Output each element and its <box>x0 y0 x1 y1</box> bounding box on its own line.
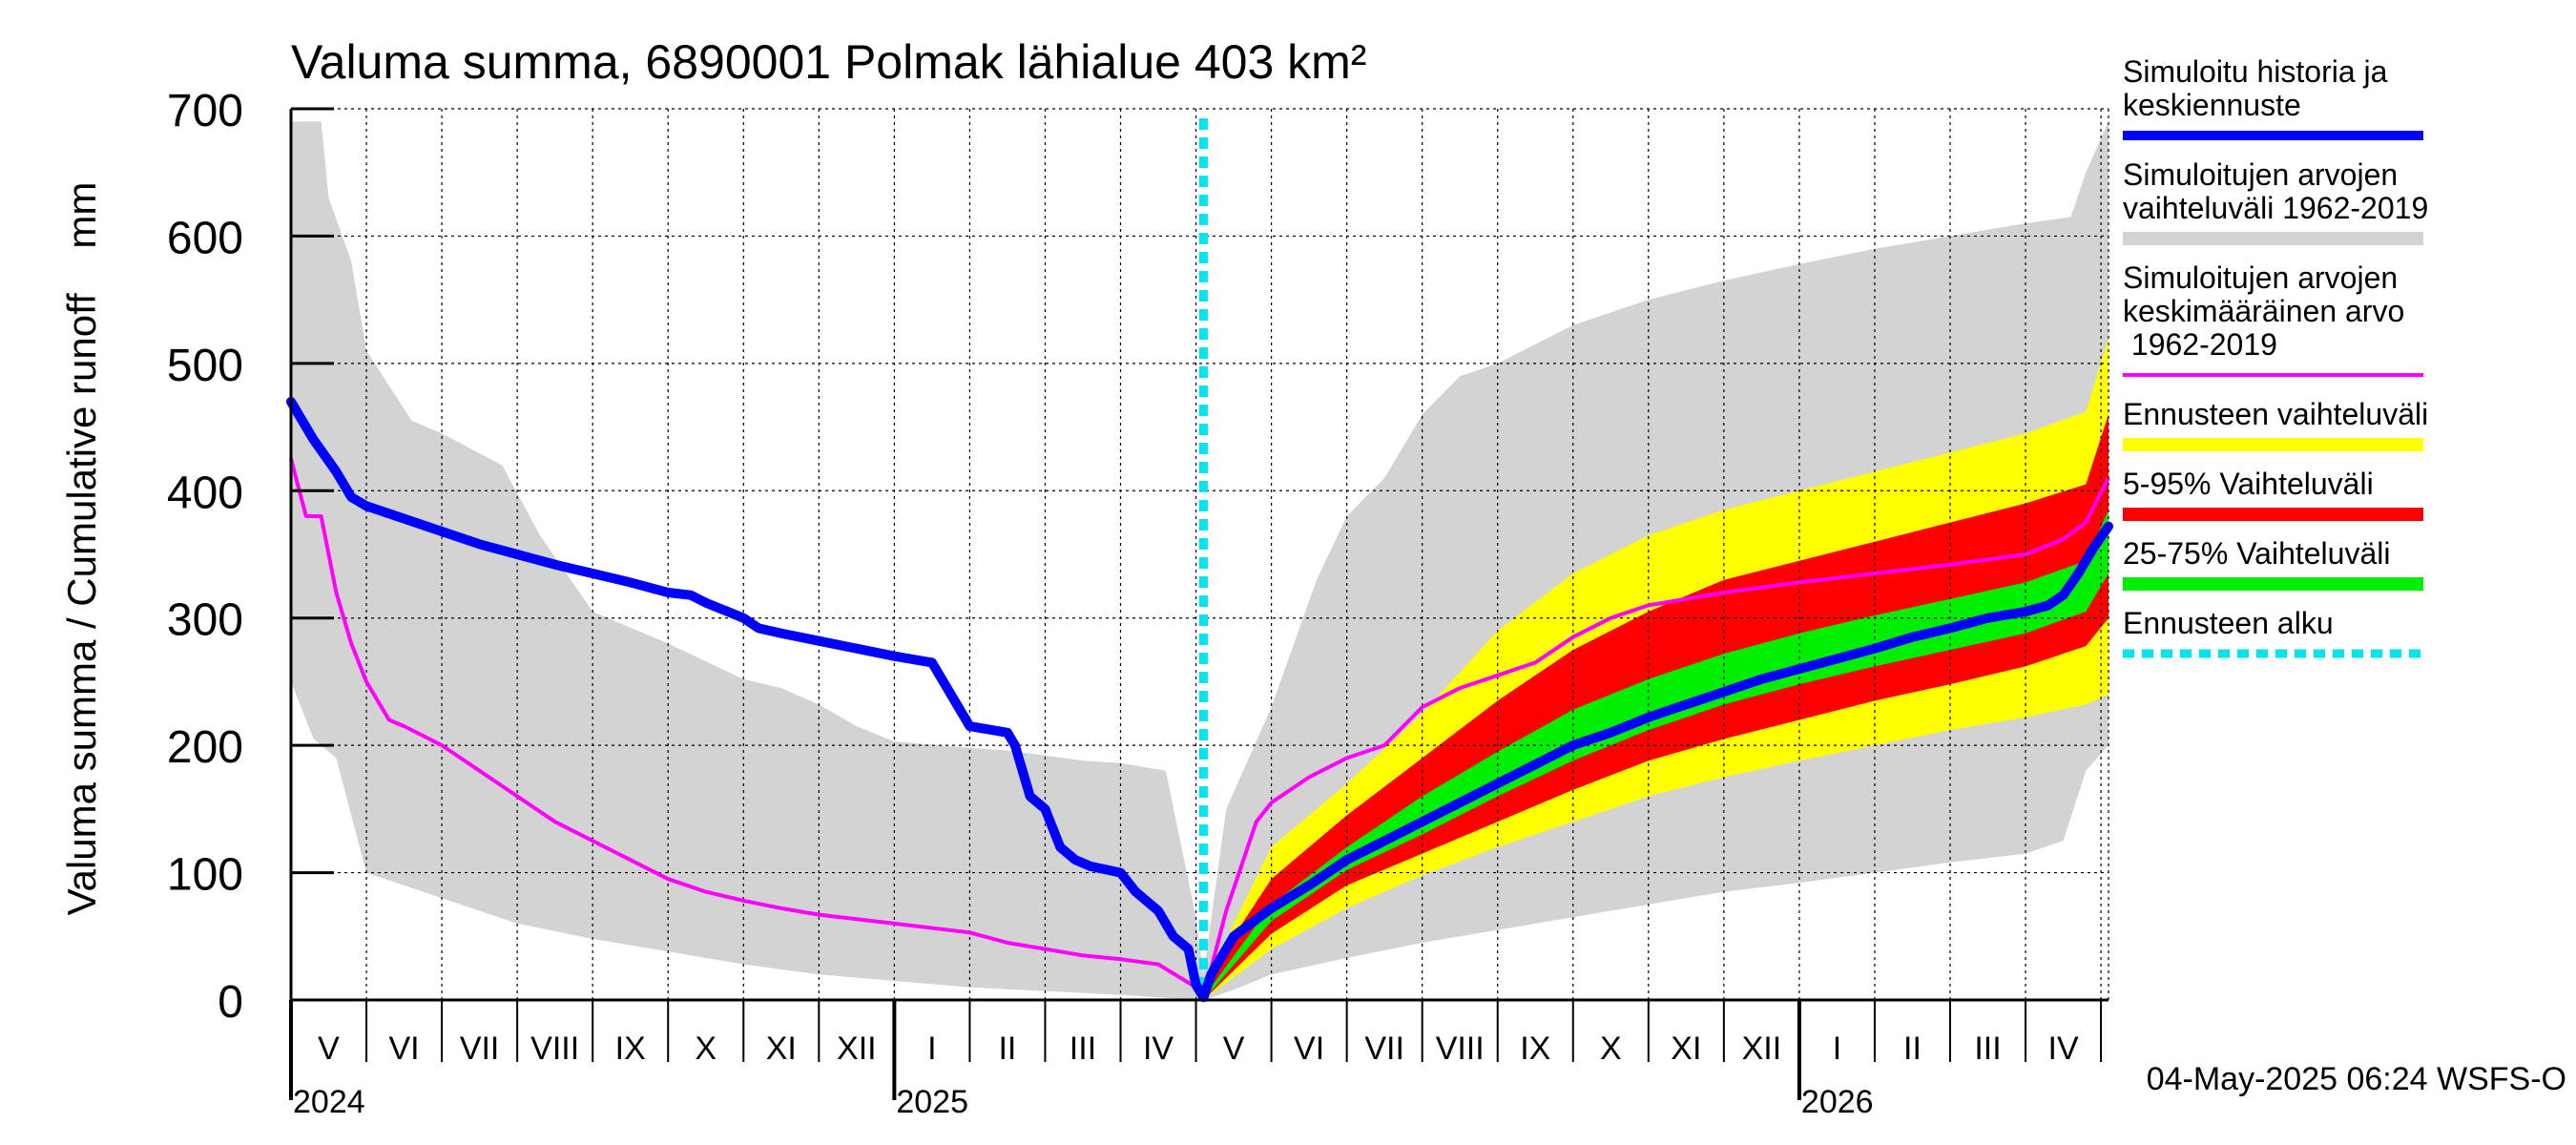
legend-swatch <box>2123 232 2423 245</box>
legend-label: Ennusteen alku <box>2123 606 2334 640</box>
x-month-label: IV <box>1143 1030 1174 1067</box>
mean-line <box>289 458 2110 1000</box>
legend: Simuloitu historia ja keskiennuste Simuloi… <box>2123 54 2428 658</box>
p25-75-band <box>1203 510 2109 1000</box>
y-tick-label: 500 <box>167 341 243 391</box>
x-month-label: XII <box>1742 1030 1782 1067</box>
x-year-label: 2024 <box>293 1084 365 1120</box>
x-month-label: VIII <box>1436 1030 1485 1067</box>
x-month-label: XI <box>766 1030 797 1067</box>
grid-layer <box>291 108 2109 1000</box>
footer-timestamp: 04-May-2025 06:24 WSFS-O <box>2147 1061 2566 1097</box>
legend-label: 25-75% Vaihteluväli <box>2123 536 2390 571</box>
x-month-label: VII <box>1364 1030 1404 1067</box>
x-month-label: XI <box>1671 1030 1701 1067</box>
x-month-label: VII <box>460 1030 500 1067</box>
x-year-label: 2026 <box>1801 1084 1874 1120</box>
x-month-label: XII <box>837 1030 877 1067</box>
y-tick-label: 100 <box>167 850 243 901</box>
legend-swatch <box>2123 577 2423 591</box>
y-axis-label: Valuma summa / Cumulative runoff mm <box>59 182 104 916</box>
x-month-label: IX <box>615 1030 646 1067</box>
x-month-label: X <box>1600 1030 1622 1067</box>
x-month-label: VI <box>1294 1030 1324 1067</box>
chart-title: Valuma summa, 6890001 Polmak lähialue 40… <box>291 35 1366 89</box>
x-month-label: VI <box>389 1030 420 1067</box>
x-month-label: VIII <box>530 1030 579 1067</box>
x-month-label: II <box>1903 1030 1922 1067</box>
x-month-label: I <box>1833 1030 1841 1067</box>
x-month-label: III <box>1070 1030 1096 1067</box>
x-month-label: V <box>1223 1030 1245 1067</box>
simulated-forecast-line <box>286 396 2113 1003</box>
x-month-label: III <box>1974 1030 2001 1067</box>
lines-layer <box>286 118 2113 1003</box>
legend-label: Simuloitu historia ja keskiennuste <box>2123 54 2388 122</box>
x-month-label: IV <box>2048 1030 2079 1067</box>
legend-label: Simuloitujen arvojen keskimääräinen arvo … <box>2123 260 2404 362</box>
y-tick-label: 0 <box>218 977 243 1028</box>
x-month-label: V <box>318 1030 340 1067</box>
x-month-label: I <box>927 1030 936 1067</box>
legend-label: Ennusteen vaihteluväli <box>2123 397 2428 431</box>
x-year-label: 2025 <box>896 1084 968 1120</box>
x-month-label: II <box>998 1030 1016 1067</box>
legend-label: 5-95% Vaihteluväli <box>2123 467 2374 501</box>
bands-layer <box>291 121 2109 1001</box>
legend-label: Simuloitujen arvojen vaihteluväli 1962-20… <box>2123 157 2428 225</box>
y-tick-label: 600 <box>167 213 243 263</box>
y-tick-label: 700 <box>167 86 243 136</box>
legend-swatch <box>2123 438 2423 451</box>
x-month-label: X <box>695 1030 717 1067</box>
y-tick-label: 200 <box>167 722 243 773</box>
x-month-label: IX <box>1520 1030 1550 1067</box>
y-tick-label: 300 <box>167 595 243 646</box>
y-tick-label: 400 <box>167 468 243 518</box>
legend-swatch <box>2123 508 2423 521</box>
